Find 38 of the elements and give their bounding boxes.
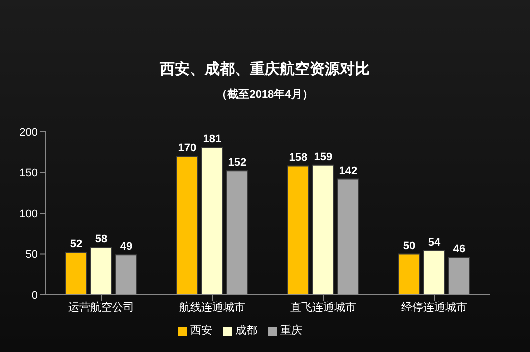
data-label: 159	[314, 151, 333, 164]
data-label: 58	[95, 234, 108, 246]
chart-title: 西安、成都、重庆航空资源对比	[159, 60, 371, 79]
bar	[65, 252, 88, 295]
data-label: 142	[339, 165, 358, 178]
bar	[226, 170, 248, 295]
bar	[115, 254, 138, 295]
legend-label: 重庆	[280, 325, 302, 337]
x-tick-label: 直飞连通城市	[290, 300, 356, 314]
bar	[176, 156, 198, 295]
y-tick-label: 0	[32, 290, 38, 302]
data-label: 152	[228, 157, 247, 170]
data-label: 52	[70, 238, 83, 251]
bar	[337, 178, 360, 295]
y-tick-label: 150	[20, 168, 38, 180]
bar	[287, 166, 310, 295]
data-label: 50	[403, 240, 416, 252]
data-label: 170	[178, 142, 197, 154]
y-tick-label: 200	[20, 126, 38, 139]
y-tick-label: 50	[26, 249, 38, 262]
chart-subtitle: （截至2018年4月）	[216, 88, 314, 102]
bar	[448, 257, 470, 295]
legend-label: 西安	[190, 325, 212, 337]
x-tick-label: 经停连通城市	[402, 300, 468, 314]
bar	[423, 250, 446, 295]
data-label: 158	[289, 152, 308, 164]
data-label: 54	[428, 236, 442, 249]
data-label: 49	[120, 241, 133, 254]
bar	[90, 247, 112, 295]
data-label: 46	[453, 244, 466, 256]
legend-label: 成都	[236, 325, 258, 337]
x-tick-label: 航线连通城市	[180, 300, 246, 314]
bar	[312, 164, 334, 295]
data-label: 181	[203, 133, 222, 146]
bar	[201, 146, 224, 295]
y-tick-label: 100	[20, 208, 38, 220]
x-tick-label: 运营航空公司	[68, 300, 134, 314]
bar	[398, 254, 420, 295]
